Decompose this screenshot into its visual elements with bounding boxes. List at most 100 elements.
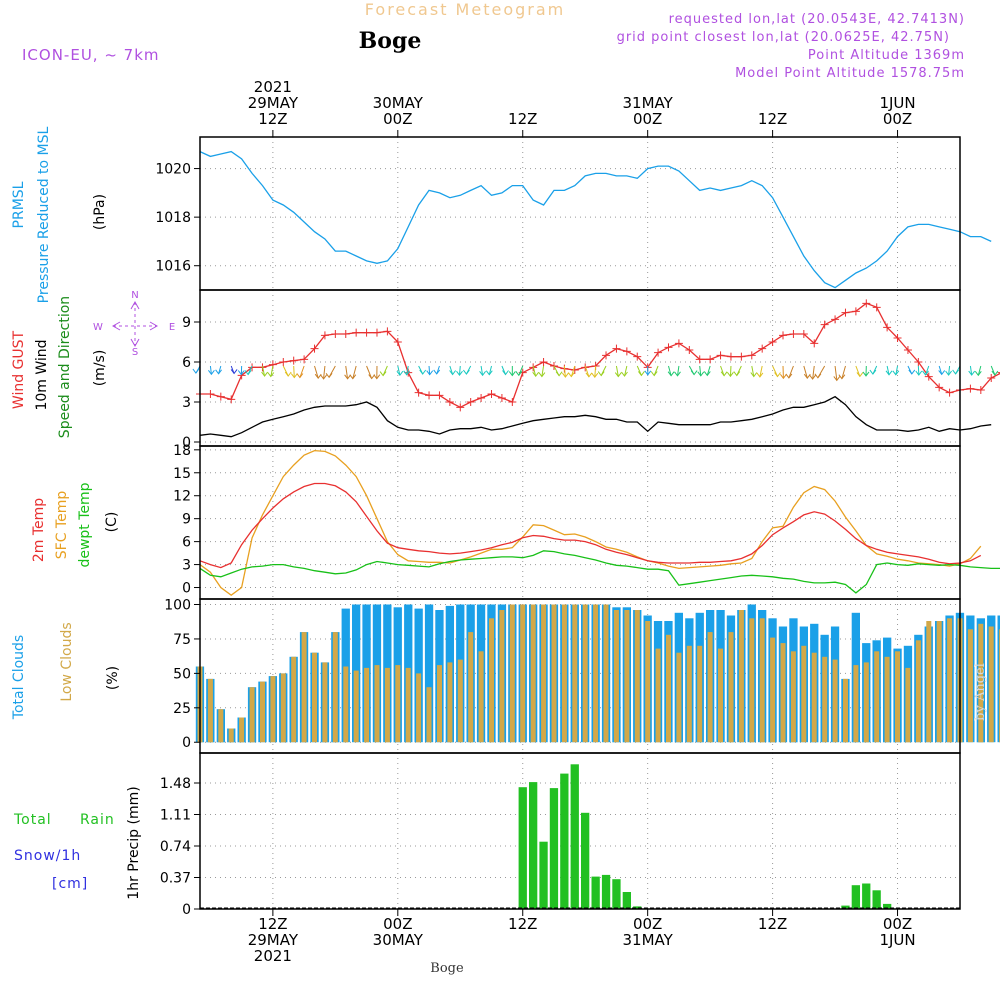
bottom-time-label: 29MAY [248,931,299,949]
y-tick-label: 50 [173,666,191,682]
bottom-time-label: 2021 [254,947,292,965]
low-cloud-bar [905,667,911,743]
gust-marker [789,330,798,338]
wind-arrow [293,365,295,378]
wind-arrow-head [756,372,764,378]
top-time-label: 12Z [758,110,787,128]
top-time-label: 12Z [258,110,287,128]
gust-marker [602,351,611,360]
low-cloud-bar [270,676,276,743]
low-cloud-bar [218,709,224,743]
prmsl-label: PRMSL [11,181,27,228]
low-cloud-bar [780,643,786,743]
temp-unit-label: (C) [104,512,120,533]
low-cloud-bar [312,652,317,743]
low-cloud-bar [249,687,255,743]
wind-arrow-head [803,373,811,380]
wind-arrow [812,365,815,380]
gust-marker [393,338,402,346]
wind-arrow-head [674,371,681,377]
low-cloud-bar [447,662,453,743]
wind-arrow-head [938,370,946,376]
wind-arrow-head [325,373,333,379]
gust-marker [799,330,808,338]
wind-arrow [729,365,732,377]
wind-arrow-head [567,372,575,378]
top-time-label: 31MAY [623,94,674,112]
wind-arrow [323,365,326,379]
wind-arrow-head [296,373,304,379]
low-cloud-bar [551,604,557,743]
pressure-line [199,150,992,289]
wind-arrow-head [314,373,322,380]
low-cloud-bar [718,648,723,743]
wind-arrow-head [368,374,376,380]
y-tick-label: 1.48 [160,776,191,792]
wind-arrow-head [922,370,929,376]
cloud-unit-label: (%) [105,666,121,690]
temp-dewpt-label: dewpt Temp [77,482,93,567]
wind-arrow-head [591,372,599,379]
wind-arrow-head [192,368,200,374]
wind-arrow-head [614,372,622,378]
bottom-time-label: 1JUN [879,931,915,949]
low-cloud-bar [437,665,442,743]
gust-marker [810,339,819,348]
wind-arrow-head [785,373,793,379]
rain-bar [529,782,538,909]
gust-marker [320,331,329,340]
panel-frame [199,752,961,910]
y-tick-label: 100 [164,598,191,614]
top-time-label: 1JUN [879,94,915,112]
gust-marker [726,352,735,361]
wind-arrow-head [733,371,741,377]
low-cloud-bar [770,637,776,743]
bottom-time-label: 31MAY [623,931,674,949]
gust-marker [341,330,350,338]
gust-marker [872,303,881,312]
low-cloud-bar [874,651,880,743]
wind-arrow [594,365,597,378]
wind-arrow-head [690,370,698,376]
y-tick-label: 0 [182,735,191,751]
wind-arrow [532,365,537,377]
low-cloud-bar [936,621,942,743]
temp-2m-line [199,482,982,569]
low-cloud-bar [541,604,547,743]
low-cloud-bar [374,665,380,743]
wind-arrow-head [419,369,427,375]
bottom-time-label: 00Z [383,915,412,933]
wind-arrow-head [644,370,652,376]
low-cloud-bar [489,618,494,743]
gust-marker [497,394,506,402]
frame-layer [194,130,961,916]
wind-arrow-head [515,371,523,377]
wind-arrow-head [809,374,816,380]
wind-arrow [948,365,951,376]
wind-arrow-head [433,369,441,375]
temp-sfc-label: SFC Temp [54,491,70,560]
wind-arrow [209,365,212,375]
low-cloud-bar [926,621,932,743]
rain-bar [612,879,621,909]
y-tick-label: 0 [182,435,191,451]
gust-marker [227,395,236,404]
low-cloud-bar [811,652,817,743]
low-cloud-bar [239,717,245,743]
wind-arrow-head [284,371,292,377]
wind-arrow-head [720,371,728,377]
low-cloud-bar [884,656,890,743]
gust-marker [758,344,767,353]
y-tick-label: 9 [182,512,191,528]
rain-bar [518,787,527,909]
low-cloud-bar [686,645,692,743]
gust-marker [633,352,642,361]
wind-10m-label: 10m Wind [34,339,50,410]
top-time-label: 00Z [633,110,662,128]
y-tick-label: 75 [173,632,191,648]
rain-bar [633,906,642,909]
product-title: Forecast Meteogram [365,0,565,19]
compass-s: S [132,347,138,358]
wind-arrow-head [856,372,864,378]
